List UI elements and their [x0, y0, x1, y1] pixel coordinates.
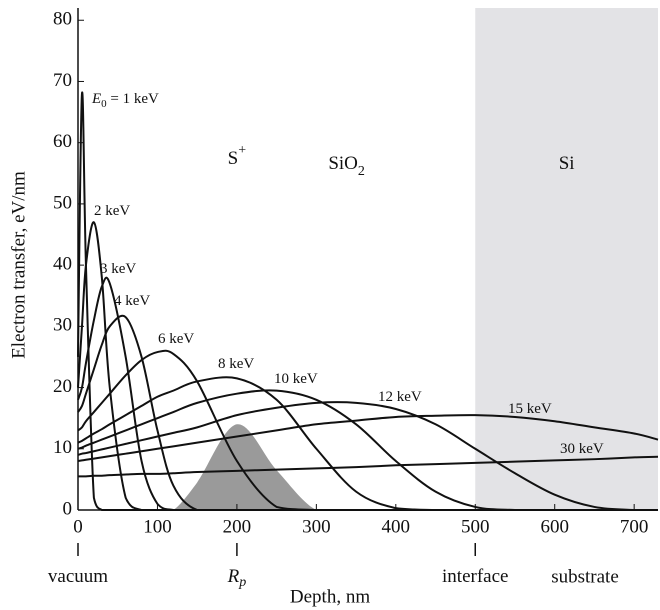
curve-label: 6 keV [158, 331, 194, 347]
region-sub: 2 [358, 164, 365, 179]
marker-label: vacuum [48, 566, 108, 587]
y-axis-label: Electron transfer, eV/nm [8, 171, 29, 359]
curve-label: 4 keV [114, 293, 150, 309]
implant-profile [78, 424, 658, 510]
label-name: = 1 keV [107, 91, 159, 107]
label-name: 10 keV [274, 371, 318, 387]
curve-label: 3 keV [100, 261, 136, 277]
x-tick-label: 400 [382, 516, 411, 537]
x-tick-label: 500 [461, 516, 490, 537]
curve-label: 12 keV [378, 389, 422, 405]
region-label: S+ [228, 143, 247, 169]
x-tick-label: 600 [540, 516, 569, 537]
curve [77, 414, 659, 463]
y-tick-label: 80 [53, 9, 72, 30]
x-axis-label: Depth, nm [290, 586, 370, 607]
curve-label: 10 keV [274, 371, 318, 387]
marker-text: R [227, 566, 240, 587]
marker-label: interface [442, 566, 508, 587]
region-sup: + [238, 143, 246, 158]
y-tick-label: 10 [53, 437, 72, 458]
marker-label: Rp [227, 566, 247, 590]
curve-label: 30 keV [560, 441, 604, 457]
marker-sub: p [238, 575, 246, 590]
region [78, 8, 476, 510]
label-name: 30 keV [560, 441, 604, 457]
y-tick-label: 20 [53, 376, 72, 397]
region-label: Si [559, 153, 575, 174]
curve-label: 15 keV [508, 401, 552, 417]
label-name: 2 keV [94, 203, 130, 219]
label-sub: 0 [101, 98, 107, 110]
curve [77, 401, 658, 511]
region-name: SiO [328, 153, 358, 174]
curve [78, 455, 659, 478]
curve-label: 8 keV [218, 356, 254, 372]
region [475, 8, 658, 510]
y-tick-label: 70 [53, 70, 72, 91]
label-name: 6 keV [158, 331, 194, 347]
marker-text: interface [442, 566, 508, 587]
x-tick-label: 200 [223, 516, 252, 537]
curve-label: E0 = 1 keV [91, 91, 159, 109]
region-name: Si [559, 153, 575, 174]
label-name: 3 keV [100, 261, 136, 277]
x-tick-label: 0 [73, 516, 83, 537]
marker-text: vacuum [48, 566, 108, 587]
y-tick-label: 30 [53, 315, 72, 336]
x-tick-label: 300 [302, 516, 331, 537]
y-tick-label: 60 [53, 131, 72, 152]
region-name: S [228, 148, 239, 169]
x-tick-label: 700 [620, 516, 649, 537]
label-name: 8 keV [218, 356, 254, 372]
x-tick-label: 100 [143, 516, 172, 537]
y-tick-label: 50 [53, 192, 72, 213]
y-tick-label: 0 [63, 498, 73, 519]
region-label: SiO2 [328, 153, 365, 179]
label-name: 12 keV [378, 389, 422, 405]
substrate-label: substrate [551, 566, 619, 587]
label-symbol: E [91, 91, 101, 107]
y-tick-label: 40 [53, 253, 72, 274]
label-name: 15 keV [508, 401, 552, 417]
label-name: 4 keV [114, 293, 150, 309]
curve-label: 2 keV [94, 203, 130, 219]
